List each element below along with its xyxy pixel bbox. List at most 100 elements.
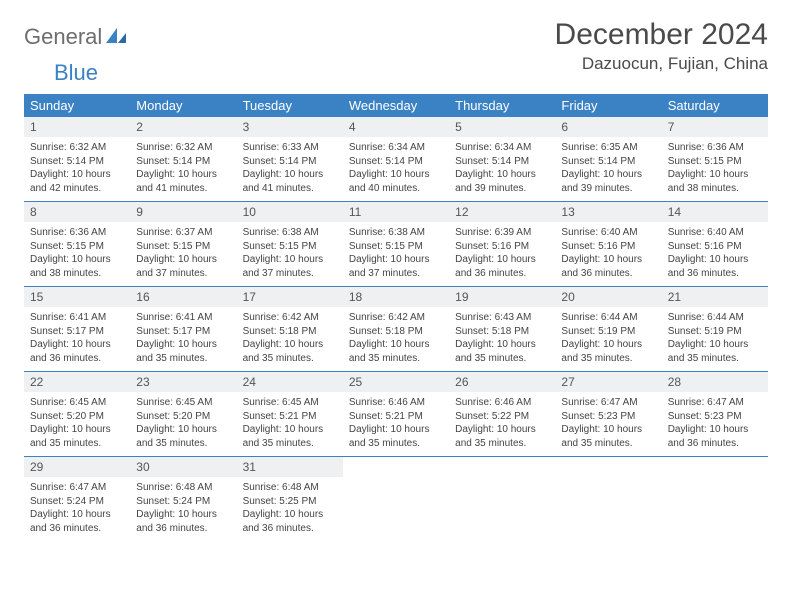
sunrise-line: Sunrise: 6:38 AM bbox=[349, 226, 443, 240]
daylight-line: Daylight: 10 hours and 35 minutes. bbox=[561, 423, 655, 450]
day-number: 18 bbox=[343, 287, 449, 307]
daylight-line: Daylight: 10 hours and 36 minutes. bbox=[455, 253, 549, 280]
day-number: 11 bbox=[343, 202, 449, 222]
sunset-line: Sunset: 5:19 PM bbox=[668, 325, 762, 339]
dow-thu: Thursday bbox=[449, 94, 555, 117]
empty-cell: . bbox=[662, 457, 768, 541]
day-body: Sunrise: 6:38 AMSunset: 5:15 PMDaylight:… bbox=[237, 222, 343, 286]
sunset-line: Sunset: 5:15 PM bbox=[30, 240, 124, 254]
daylight-line: Daylight: 10 hours and 35 minutes. bbox=[455, 338, 549, 365]
sunrise-line: Sunrise: 6:32 AM bbox=[30, 141, 124, 155]
daylight-line: Daylight: 10 hours and 36 minutes. bbox=[136, 508, 230, 535]
day-number: 6 bbox=[555, 117, 661, 137]
day-cell: 23Sunrise: 6:45 AMSunset: 5:20 PMDayligh… bbox=[130, 372, 236, 456]
day-cell: 15Sunrise: 6:41 AMSunset: 5:17 PMDayligh… bbox=[24, 287, 130, 371]
day-body: Sunrise: 6:47 AMSunset: 5:23 PMDaylight:… bbox=[662, 392, 768, 456]
sunrise-line: Sunrise: 6:47 AM bbox=[561, 396, 655, 410]
day-cell: 7Sunrise: 6:36 AMSunset: 5:15 PMDaylight… bbox=[662, 117, 768, 201]
day-cell: 9Sunrise: 6:37 AMSunset: 5:15 PMDaylight… bbox=[130, 202, 236, 286]
sunrise-line: Sunrise: 6:42 AM bbox=[349, 311, 443, 325]
sunrise-line: Sunrise: 6:47 AM bbox=[668, 396, 762, 410]
empty-cell: . bbox=[449, 457, 555, 541]
daylight-line: Daylight: 10 hours and 35 minutes. bbox=[349, 423, 443, 450]
daylight-line: Daylight: 10 hours and 35 minutes. bbox=[30, 423, 124, 450]
day-cell: 28Sunrise: 6:47 AMSunset: 5:23 PMDayligh… bbox=[662, 372, 768, 456]
sunset-line: Sunset: 5:15 PM bbox=[136, 240, 230, 254]
dow-header: Sunday Monday Tuesday Wednesday Thursday… bbox=[24, 94, 768, 117]
day-number: 27 bbox=[555, 372, 661, 392]
day-body: Sunrise: 6:44 AMSunset: 5:19 PMDaylight:… bbox=[555, 307, 661, 371]
daylight-line: Daylight: 10 hours and 36 minutes. bbox=[30, 508, 124, 535]
day-body: Sunrise: 6:33 AMSunset: 5:14 PMDaylight:… bbox=[237, 137, 343, 201]
day-cell: 17Sunrise: 6:42 AMSunset: 5:18 PMDayligh… bbox=[237, 287, 343, 371]
sunset-line: Sunset: 5:17 PM bbox=[136, 325, 230, 339]
day-number: 5 bbox=[449, 117, 555, 137]
sunset-line: Sunset: 5:21 PM bbox=[243, 410, 337, 424]
day-body: Sunrise: 6:42 AMSunset: 5:18 PMDaylight:… bbox=[343, 307, 449, 371]
sunset-line: Sunset: 5:14 PM bbox=[561, 155, 655, 169]
sunrise-line: Sunrise: 6:42 AM bbox=[243, 311, 337, 325]
day-number: 15 bbox=[24, 287, 130, 307]
dow-tue: Tuesday bbox=[237, 94, 343, 117]
day-body: Sunrise: 6:45 AMSunset: 5:20 PMDaylight:… bbox=[130, 392, 236, 456]
day-number: 14 bbox=[662, 202, 768, 222]
week-row: 8Sunrise: 6:36 AMSunset: 5:15 PMDaylight… bbox=[24, 201, 768, 286]
day-number: 10 bbox=[237, 202, 343, 222]
daylight-line: Daylight: 10 hours and 40 minutes. bbox=[349, 168, 443, 195]
day-body: Sunrise: 6:41 AMSunset: 5:17 PMDaylight:… bbox=[130, 307, 236, 371]
day-body: Sunrise: 6:40 AMSunset: 5:16 PMDaylight:… bbox=[555, 222, 661, 286]
daylight-line: Daylight: 10 hours and 36 minutes. bbox=[668, 253, 762, 280]
day-cell: 6 Sunrise: 6:35 AMSunset: 5:14 PMDaylight… bbox=[555, 117, 661, 201]
sunset-line: Sunset: 5:22 PM bbox=[455, 410, 549, 424]
daylight-line: Daylight: 10 hours and 36 minutes. bbox=[243, 508, 337, 535]
daylight-line: Daylight: 10 hours and 36 minutes. bbox=[668, 423, 762, 450]
daylight-line: Daylight: 10 hours and 39 minutes. bbox=[455, 168, 549, 195]
day-number: 17 bbox=[237, 287, 343, 307]
day-cell: 16Sunrise: 6:41 AMSunset: 5:17 PMDayligh… bbox=[130, 287, 236, 371]
daylight-line: Daylight: 10 hours and 35 minutes. bbox=[243, 338, 337, 365]
sunrise-line: Sunrise: 6:39 AM bbox=[455, 226, 549, 240]
dow-sat: Saturday bbox=[662, 94, 768, 117]
day-body: Sunrise: 6:36 AMSunset: 5:15 PMDaylight:… bbox=[662, 137, 768, 201]
day-number: 21 bbox=[662, 287, 768, 307]
day-body: Sunrise: 6:42 AMSunset: 5:18 PMDaylight:… bbox=[237, 307, 343, 371]
day-number: 28 bbox=[662, 372, 768, 392]
day-number: 25 bbox=[343, 372, 449, 392]
daylight-line: Daylight: 10 hours and 39 minutes. bbox=[561, 168, 655, 195]
day-body: Sunrise: 6:39 AMSunset: 5:16 PMDaylight:… bbox=[449, 222, 555, 286]
day-number: 3 bbox=[237, 117, 343, 137]
dow-sun: Sunday bbox=[24, 94, 130, 117]
sunset-line: Sunset: 5:20 PM bbox=[136, 410, 230, 424]
day-number: 20 bbox=[555, 287, 661, 307]
week-row: 15Sunrise: 6:41 AMSunset: 5:17 PMDayligh… bbox=[24, 286, 768, 371]
day-number: 26 bbox=[449, 372, 555, 392]
sunset-line: Sunset: 5:14 PM bbox=[455, 155, 549, 169]
sunrise-line: Sunrise: 6:37 AM bbox=[136, 226, 230, 240]
sunrise-line: Sunrise: 6:44 AM bbox=[668, 311, 762, 325]
week-row: 29Sunrise: 6:47 AMSunset: 5:24 PMDayligh… bbox=[24, 456, 768, 541]
sunrise-line: Sunrise: 6:47 AM bbox=[30, 481, 124, 495]
day-cell: 22Sunrise: 6:45 AMSunset: 5:20 PMDayligh… bbox=[24, 372, 130, 456]
day-cell: 27Sunrise: 6:47 AMSunset: 5:23 PMDayligh… bbox=[555, 372, 661, 456]
day-body: Sunrise: 6:46 AMSunset: 5:22 PMDaylight:… bbox=[449, 392, 555, 456]
day-cell: 11Sunrise: 6:38 AMSunset: 5:15 PMDayligh… bbox=[343, 202, 449, 286]
sunrise-line: Sunrise: 6:41 AM bbox=[30, 311, 124, 325]
day-cell: 5Sunrise: 6:34 AMSunset: 5:14 PMDaylight… bbox=[449, 117, 555, 201]
sunrise-line: Sunrise: 6:35 AM bbox=[561, 141, 655, 155]
logo-text-1: General bbox=[24, 24, 102, 50]
daylight-line: Daylight: 10 hours and 37 minutes. bbox=[349, 253, 443, 280]
sunrise-line: Sunrise: 6:36 AM bbox=[668, 141, 762, 155]
daylight-line: Daylight: 10 hours and 35 minutes. bbox=[455, 423, 549, 450]
day-cell: 18Sunrise: 6:42 AMSunset: 5:18 PMDayligh… bbox=[343, 287, 449, 371]
logo: General bbox=[24, 18, 128, 50]
day-body: Sunrise: 6:40 AMSunset: 5:16 PMDaylight:… bbox=[662, 222, 768, 286]
day-cell: 30Sunrise: 6:48 AMSunset: 5:24 PMDayligh… bbox=[130, 457, 236, 541]
daylight-line: Daylight: 10 hours and 35 minutes. bbox=[136, 338, 230, 365]
day-number: 12 bbox=[449, 202, 555, 222]
logo-sail-icon bbox=[106, 26, 128, 44]
sunrise-line: Sunrise: 6:33 AM bbox=[243, 141, 337, 155]
day-body: Sunrise: 6:48 AMSunset: 5:24 PMDaylight:… bbox=[130, 477, 236, 541]
daylight-line: Daylight: 10 hours and 35 minutes. bbox=[136, 423, 230, 450]
day-cell: 31Sunrise: 6:48 AMSunset: 5:25 PMDayligh… bbox=[237, 457, 343, 541]
sunrise-line: Sunrise: 6:41 AM bbox=[136, 311, 230, 325]
